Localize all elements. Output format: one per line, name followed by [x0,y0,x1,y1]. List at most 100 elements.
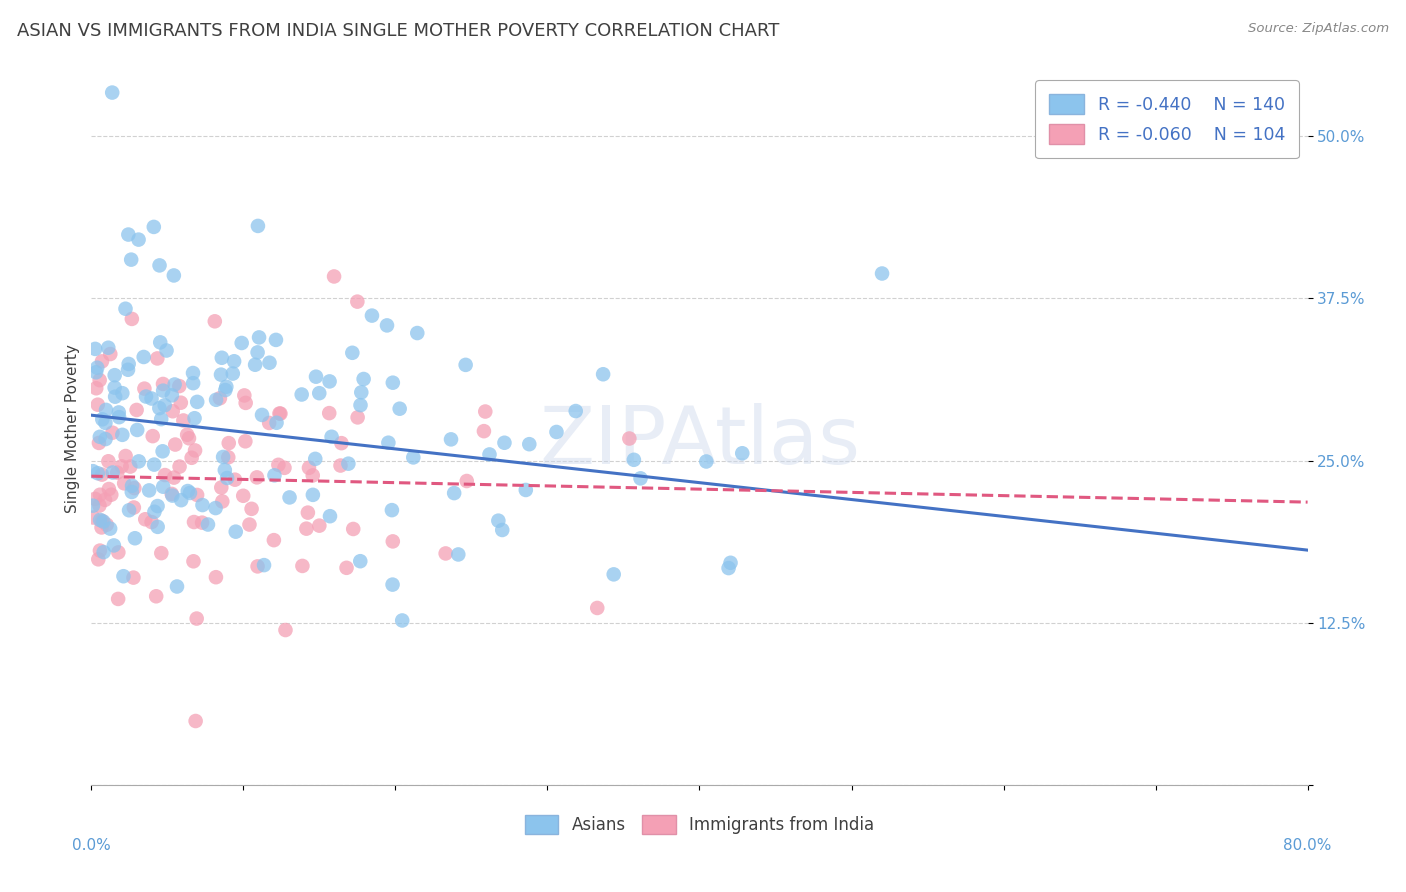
Point [162,404,184,418]
Point [177,431,200,445]
Point [112,476,135,491]
Point [240,501,263,516]
Point [132,350,155,364]
Point [337,457,360,471]
Point [108,410,131,425]
Point [134,512,156,526]
Point [717,561,740,575]
Point [117,227,139,242]
Point [297,506,319,520]
Point [870,267,893,281]
Point [170,395,193,409]
Point [169,379,191,393]
Point [124,481,146,495]
Point [84,381,107,395]
Point [204,314,226,328]
Point [121,312,143,326]
Point [90,467,112,482]
Point [89,543,111,558]
Point [235,434,257,449]
Point [184,714,207,728]
Point [111,427,134,442]
Point [104,390,127,404]
Point [107,545,129,559]
Point [304,451,326,466]
Point [125,403,148,417]
Point [138,483,160,498]
Point [246,345,269,359]
Point [152,444,174,458]
Point [191,498,214,512]
Point [120,459,142,474]
Point [104,368,127,383]
Point [121,479,143,493]
Point [124,531,146,545]
Point [101,425,124,440]
Point [222,367,245,381]
Point [406,326,429,340]
Point [217,471,239,485]
Point [204,501,226,516]
Point [166,580,188,594]
Point [186,488,208,502]
Point [342,522,364,536]
Point [87,467,110,481]
Point [474,404,496,418]
Point [247,330,270,344]
Point [472,424,495,438]
Point [335,561,357,575]
Point [349,398,371,412]
Point [90,520,112,534]
Point [114,301,136,316]
Point [205,570,228,584]
Point [218,436,240,450]
Point [259,356,281,370]
Point [127,423,149,437]
Point [84,365,107,379]
Point [146,499,169,513]
Point [143,505,166,519]
Point [86,360,108,375]
Point [183,515,205,529]
Text: 0.0%: 0.0% [72,838,111,853]
Point [107,405,129,419]
Point [162,489,184,503]
Point [96,517,118,532]
Point [388,401,411,416]
Point [142,219,165,234]
Point [122,571,145,585]
Point [231,336,253,351]
Point [91,412,114,426]
Point [89,513,111,527]
Point [308,386,330,401]
Point [149,335,172,350]
Point [94,416,117,430]
Point [232,489,254,503]
Point [349,554,371,568]
Point [103,538,125,552]
Point [87,398,110,412]
Point [181,376,204,391]
Point [517,437,540,451]
Point [118,357,141,371]
Point [211,351,233,365]
Point [238,517,260,532]
Point [87,436,110,450]
Point [152,480,174,494]
Point [97,454,120,468]
Point [104,381,127,395]
Point [243,358,266,372]
Point [246,559,269,574]
Point [135,390,157,404]
Point [564,404,586,418]
Point [456,474,478,488]
Point [619,432,641,446]
Point [273,460,295,475]
Point [731,446,754,460]
Point [224,473,246,487]
Point [82,499,104,513]
Point [152,384,174,398]
Point [117,363,139,377]
Point [82,510,104,524]
Point [163,470,186,484]
